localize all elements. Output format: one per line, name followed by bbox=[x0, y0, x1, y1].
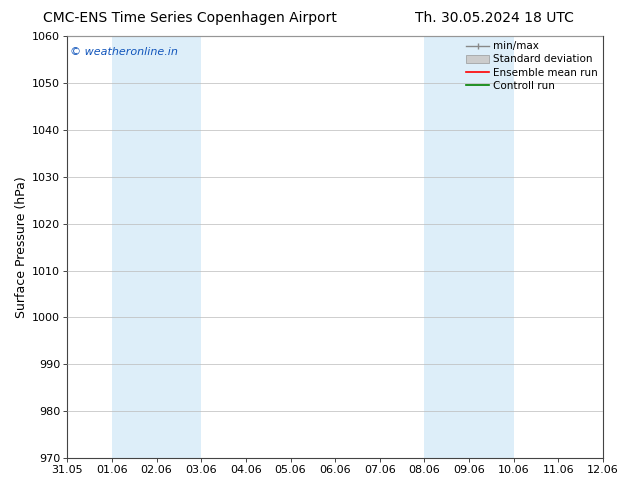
Bar bbox=[112, 36, 201, 458]
Text: Th. 30.05.2024 18 UTC: Th. 30.05.2024 18 UTC bbox=[415, 11, 574, 25]
Bar bbox=[425, 36, 514, 458]
Text: CMC-ENS Time Series Copenhagen Airport: CMC-ENS Time Series Copenhagen Airport bbox=[43, 11, 337, 25]
Legend: min/max, Standard deviation, Ensemble mean run, Controll run: min/max, Standard deviation, Ensemble me… bbox=[464, 39, 600, 93]
Y-axis label: Surface Pressure (hPa): Surface Pressure (hPa) bbox=[15, 176, 28, 318]
Text: © weatheronline.in: © weatheronline.in bbox=[70, 47, 178, 57]
